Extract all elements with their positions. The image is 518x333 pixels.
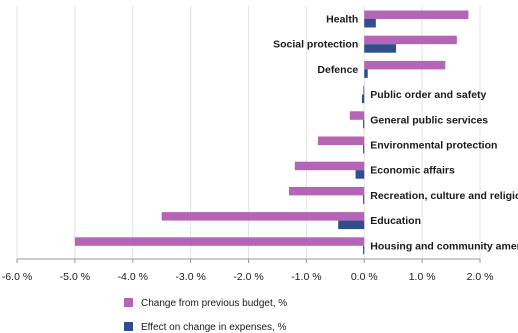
x-tick-label-3: -3.0 % (175, 271, 205, 283)
bar-change-7 (289, 186, 365, 196)
bar-effect-1 (364, 44, 397, 53)
bar-effect-7 (363, 195, 365, 204)
category-label-4: General public services (370, 114, 488, 126)
bar-change-0 (364, 10, 469, 19)
x-tick-label-5: -1.0 % (291, 271, 321, 283)
category-label-3: Public order and safety (370, 89, 486, 101)
x-tick-label-8: 2.0 % (467, 271, 494, 283)
bar-effect-2 (364, 69, 368, 78)
category-label-2: Defence (317, 64, 358, 76)
bar-effect-9 (363, 245, 365, 255)
category-label-8: Education (370, 215, 421, 227)
bar-effect-8 (338, 220, 365, 230)
bar-change-2 (364, 60, 446, 70)
x-tick-label-1: -5.0 % (60, 271, 90, 283)
legend-swatch-1 (124, 322, 133, 331)
x-tick-label-6: 0.0 % (351, 271, 378, 283)
legend: Change from previous budget, % Effect on … (124, 298, 287, 333)
bar-effect-3 (361, 94, 365, 104)
bar-effect-4 (363, 119, 365, 129)
bar-effect-6 (355, 170, 365, 179)
category-label-1: Social protection (273, 39, 358, 51)
category-label-9: Housing and community amenities (370, 240, 518, 252)
category-label-5: Environmental protection (370, 140, 497, 152)
bar-change-8 (161, 212, 365, 221)
bar-change-6 (294, 161, 365, 171)
x-tick-label-4: -2.0 % (233, 271, 263, 283)
bar-change-3 (363, 86, 365, 95)
legend-label-1: Effect on change in expenses, % (141, 322, 287, 333)
bar-effect-5 (363, 145, 365, 154)
x-tick-label-7: 1.0 % (409, 271, 436, 283)
bars (74, 10, 469, 255)
category-label-6: Economic affairs (370, 165, 455, 177)
bar-change-4 (349, 111, 365, 120)
legend-label-0: Change from previous budget, % (141, 298, 287, 309)
x-tick-label-0: -6.0 % (2, 271, 32, 283)
legend-swatch-0 (124, 298, 133, 307)
bar-change-1 (364, 35, 457, 45)
category-label-7: Recreation, culture and religion (370, 190, 518, 202)
bar-change-5 (317, 136, 365, 145)
bar-change-9 (74, 237, 365, 246)
category-label-0: Health (326, 14, 358, 26)
bar-effect-0 (364, 19, 376, 28)
x-tick-label-2: -4.0 % (118, 271, 148, 283)
category-labels: Health Social protection Defence Public ord… (273, 14, 518, 253)
x-axis: -6.0 % -5.0 % -4.0 % -3.0 % -2.0 % -1.0 % 0.0 … (2, 258, 494, 283)
